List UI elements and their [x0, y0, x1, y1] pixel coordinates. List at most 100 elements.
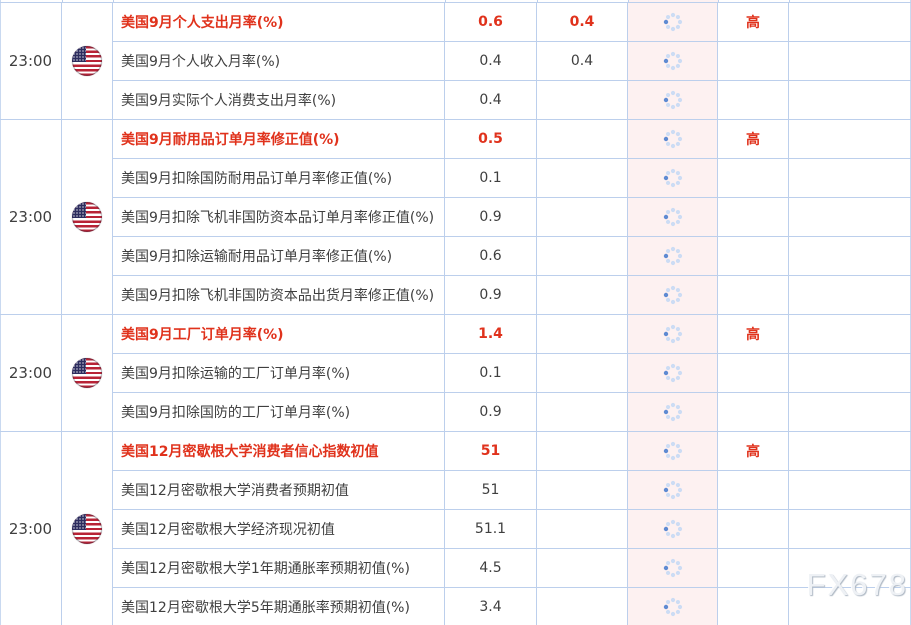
pending-value-cell	[628, 471, 718, 509]
value-cell-2	[537, 237, 628, 275]
importance-cell	[718, 393, 789, 431]
pending-value-cell	[628, 237, 718, 275]
table-row[interactable]: 美国9月实际个人消费支出月率(%) 0.4	[113, 81, 911, 120]
table-row[interactable]: 美国9月个人支出月率(%) 0.6 0.4 高	[113, 3, 911, 42]
group-rows: 美国9月工厂订单月率(%) 1.4 高 美国9月扣除运输的工厂订单月率(%) 0…	[113, 315, 911, 432]
importance-cell	[718, 549, 789, 587]
table-left-border	[0, 0, 1, 625]
group-rows: 美国12月密歇根大学消费者信心指数初值 51 高 美国12月密歇根大学消费者预期…	[113, 432, 911, 625]
indicator-cell: 美国9月个人收入月率(%)	[113, 42, 445, 80]
indicator-cell: 美国12月密歇根大学经济现况初值	[113, 510, 445, 548]
empty-cell	[789, 198, 911, 236]
value-cell-2	[537, 276, 628, 314]
pending-value-cell	[628, 432, 718, 470]
us-flag-icon	[72, 46, 102, 76]
table-row[interactable]: 美国9月工厂订单月率(%) 1.4 高	[113, 315, 911, 354]
table-row[interactable]: 美国9月扣除国防的工厂订单月率(%) 0.9	[113, 393, 911, 432]
indicator-label: 美国9月扣除国防耐用品订单月率修正值(%)	[121, 171, 393, 187]
empty-cell	[789, 393, 911, 431]
grid-line	[445, 0, 446, 2]
value-cell-1: 51	[445, 432, 537, 470]
pending-value-cell	[628, 42, 718, 80]
table-row[interactable]: 美国12月密歇根大学消费者预期初值 51	[113, 471, 911, 510]
table-row[interactable]: 美国12月密歇根大学1年期通胀率预期初值(%) 4.5	[113, 549, 911, 588]
loading-spinner-icon	[663, 207, 682, 227]
grid-line	[718, 0, 719, 2]
value-cell-2	[537, 81, 628, 119]
table-row[interactable]: 美国12月密歇根大学5年期通胀率预期初值(%) 3.4	[113, 588, 911, 625]
importance-cell: 高	[718, 315, 789, 353]
calendar-group: 23:00 美国9月耐用品订单月率修正值(%) 0.5 高	[0, 120, 911, 315]
table-row[interactable]: 美国9月耐用品订单月率修正值(%) 0.5 高	[113, 120, 911, 159]
flag-cell	[62, 432, 113, 625]
indicator-cell: 美国9月个人支出月率(%)	[113, 3, 445, 41]
pending-value-cell	[628, 549, 718, 587]
value-cell-1: 0.1	[445, 159, 537, 197]
importance-cell	[718, 159, 789, 197]
loading-spinner-icon	[663, 324, 682, 344]
time-label: 23:00	[8, 520, 53, 538]
empty-cell	[789, 120, 911, 158]
value-cell-1: 0.4	[445, 81, 537, 119]
pending-value-cell	[628, 81, 718, 119]
importance-cell	[718, 276, 789, 314]
indicator-cell: 美国12月密歇根大学消费者信心指数初值	[113, 432, 445, 470]
table-row[interactable]: 美国9月扣除运输耐用品订单月率修正值(%) 0.6	[113, 237, 911, 276]
indicator-label: 美国12月密歇根大学1年期通胀率预期初值(%)	[121, 561, 410, 577]
time-label: 23:00	[8, 364, 53, 382]
indicator-cell: 美国12月密歇根大学5年期通胀率预期初值(%)	[113, 588, 445, 625]
calendar-group: 23:00 美国9月工厂订单月率(%) 1.4 高	[0, 315, 911, 432]
indicator-label: 美国9月耐用品订单月率修正值(%)	[121, 132, 340, 148]
loading-spinner-icon	[663, 12, 682, 32]
empty-cell	[789, 81, 911, 119]
value-cell-2	[537, 198, 628, 236]
importance-cell: 高	[718, 3, 789, 41]
empty-cell	[789, 315, 911, 353]
table-row[interactable]: 美国9月扣除国防耐用品订单月率修正值(%) 0.1	[113, 159, 911, 198]
grid-line	[62, 0, 63, 2]
group-rows: 美国9月个人支出月率(%) 0.6 0.4 高 美国9月个人收入月率(%) 0.…	[113, 3, 911, 120]
table-row[interactable]: 美国9月扣除飞机非国防资本品订单月率修正值(%) 0.9	[113, 198, 911, 237]
indicator-cell: 美国9月耐用品订单月率修正值(%)	[113, 120, 445, 158]
pending-value-cell	[628, 120, 718, 158]
pending-value-cell	[628, 315, 718, 353]
table-row[interactable]: 美国9月扣除运输的工厂订单月率(%) 0.1	[113, 354, 911, 393]
loading-spinner-icon	[663, 402, 682, 422]
indicator-cell: 美国9月扣除飞机非国防资本品出货月率修正值(%)	[113, 276, 445, 314]
value-cell-2	[537, 471, 628, 509]
table-row[interactable]: 美国12月密歇根大学消费者信心指数初值 51 高	[113, 432, 911, 471]
value-cell-1: 1.4	[445, 315, 537, 353]
empty-cell	[789, 42, 911, 80]
table-row[interactable]: 美国12月密歇根大学经济现况初值 51.1	[113, 510, 911, 549]
loading-spinner-icon	[663, 51, 682, 71]
value-cell-1: 0.6	[445, 237, 537, 275]
flag-canton	[72, 202, 86, 218]
pending-value-cell	[628, 354, 718, 392]
importance-cell: 高	[718, 120, 789, 158]
table-top-crop	[0, 0, 911, 2]
indicator-label: 美国9月实际个人消费支出月率(%)	[121, 93, 337, 109]
time-cell: 23:00	[0, 432, 62, 625]
value-cell-2	[537, 549, 628, 587]
indicator-cell: 美国9月扣除运输的工厂订单月率(%)	[113, 354, 445, 392]
loading-spinner-icon	[663, 480, 682, 500]
us-flag-icon	[72, 514, 102, 544]
us-flag-icon	[72, 202, 102, 232]
table-row[interactable]: 美国9月个人收入月率(%) 0.4 0.4	[113, 42, 911, 81]
value-cell-1: 4.5	[445, 549, 537, 587]
indicator-cell: 美国12月密歇根大学消费者预期初值	[113, 471, 445, 509]
grid-line	[113, 0, 114, 2]
indicator-label: 美国12月密歇根大学5年期通胀率预期初值(%)	[121, 600, 410, 616]
table-row[interactable]: 美国9月扣除飞机非国防资本品出货月率修正值(%) 0.9	[113, 276, 911, 315]
grid-line	[628, 0, 629, 2]
value-cell-2	[537, 588, 628, 625]
importance-cell	[718, 198, 789, 236]
empty-cell	[789, 3, 911, 41]
importance-cell	[718, 42, 789, 80]
value-cell-1: 0.9	[445, 198, 537, 236]
calendar-group: 23:00 美国12月密歇根大学消费者信心指数初值 51 高	[0, 432, 911, 625]
value-cell-1: 51	[445, 471, 537, 509]
flag-canton	[72, 514, 86, 530]
loading-spinner-icon	[663, 363, 682, 383]
